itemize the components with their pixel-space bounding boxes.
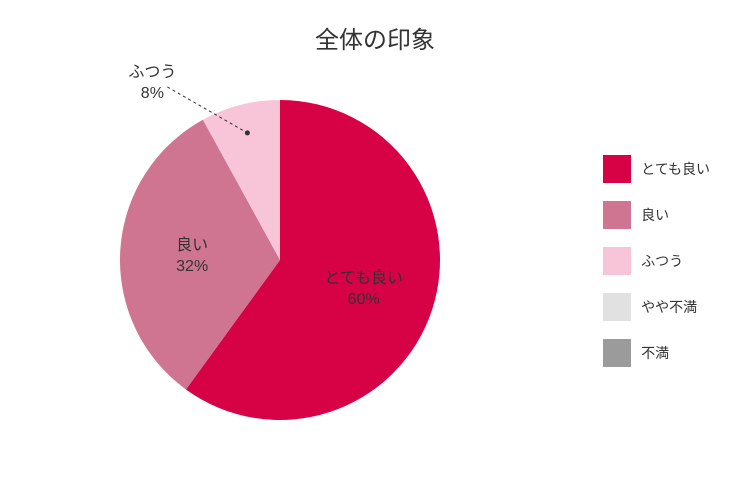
legend-item-somewhat-unsatisfied: やや不満 [603, 293, 710, 321]
legend-item-normal: ふつう [603, 247, 710, 275]
legend-swatch [603, 201, 631, 229]
legend-label: 不満 [641, 343, 669, 363]
pie-svg [120, 100, 440, 420]
legend-item-unsatisfied: 不満 [603, 339, 710, 367]
legend-label: 良い [641, 205, 669, 225]
legend-swatch [603, 247, 631, 275]
slice-label-normal: ふつう 8% [112, 63, 192, 105]
legend-swatch [603, 293, 631, 321]
legend-label: やや不満 [641, 297, 697, 317]
chart-container: 全体の印象 とても良い 60% 良い 32% ふつう 8% とても良い 良い ふ… [0, 0, 750, 500]
legend-item-very-good: とても良い [603, 155, 710, 183]
legend-swatch [603, 155, 631, 183]
legend-label: とても良い [641, 159, 710, 179]
legend-item-good: 良い [603, 201, 710, 229]
slice-label-text: ふつう [128, 64, 176, 81]
chart-title: 全体の印象 [0, 20, 750, 55]
legend-swatch [603, 339, 631, 367]
legend-label: ふつう [641, 251, 683, 271]
legend: とても良い 良い ふつう やや不満 不満 [603, 155, 710, 385]
pie-chart [120, 100, 440, 420]
